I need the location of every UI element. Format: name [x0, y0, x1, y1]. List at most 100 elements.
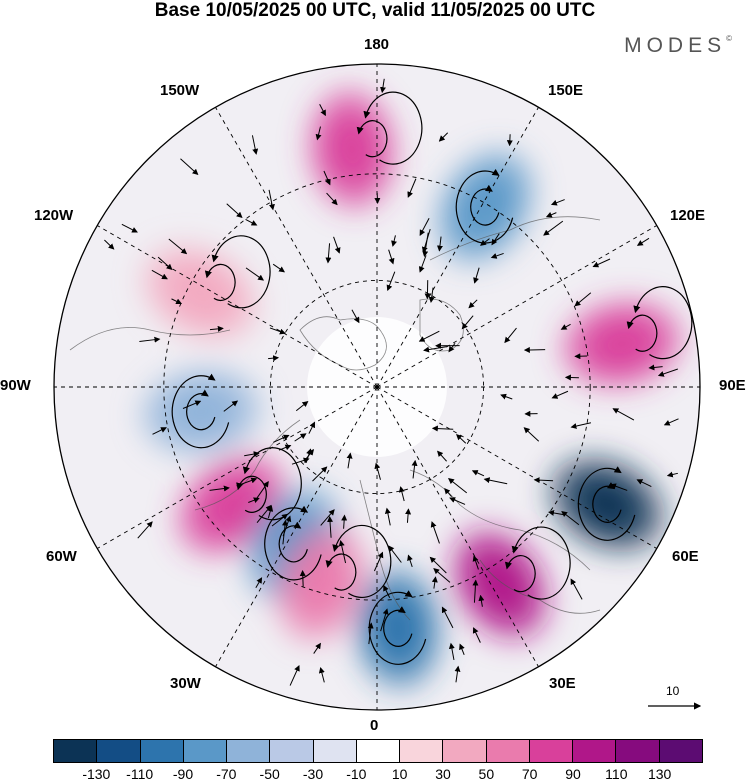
wind-arrow — [168, 238, 188, 255]
wind-arrow — [560, 323, 571, 330]
wind-arrow — [351, 309, 360, 324]
wind-arrow — [407, 554, 413, 568]
wind-arrow — [523, 427, 540, 442]
streamline — [455, 168, 514, 244]
colorbar-swatch — [355, 740, 400, 762]
wind-arrow — [436, 236, 443, 252]
wind-arrow — [383, 584, 391, 599]
streamline — [511, 526, 571, 600]
wind-arrow — [386, 271, 396, 292]
wind-arrow — [384, 507, 391, 526]
wind-arrow — [291, 457, 310, 465]
wind-arrow — [648, 364, 663, 371]
wind-arrow — [268, 189, 275, 211]
vector-scale-value: 10 — [666, 684, 680, 698]
wind-arrow — [431, 576, 438, 589]
lon-label-90w: 90W — [0, 377, 31, 394]
wind-arrow — [320, 509, 335, 526]
colorbar-tick-label: -130 — [82, 766, 111, 782]
streamline — [264, 505, 322, 581]
wind-arrow — [245, 219, 258, 226]
wind-arrow — [636, 479, 652, 488]
streamline — [325, 553, 357, 591]
lon-label-90e: 90E — [719, 377, 746, 394]
colorbar-tick-label: 70 — [521, 766, 538, 782]
wind-arrow — [610, 483, 628, 491]
wind-arrow — [388, 249, 395, 265]
colorbar-tick-label: -90 — [172, 766, 194, 782]
wind-arrow — [491, 233, 500, 246]
colorbar-tick-label: -110 — [126, 766, 154, 782]
map-frame — [53, 63, 701, 711]
wind-arrow — [459, 643, 465, 656]
wind-arrow — [151, 269, 168, 280]
wind-arrow — [325, 243, 332, 264]
wind-arrow — [272, 263, 286, 273]
meridian-line — [376, 386, 539, 667]
colorbar-swatch — [54, 740, 97, 762]
wind-arrow — [418, 330, 440, 342]
colorbar-swatch — [442, 740, 486, 762]
wind-arrow — [550, 199, 565, 206]
colorbar-tick-label: 30 — [435, 766, 451, 782]
wind-arrow — [157, 256, 173, 271]
wind-arrow — [592, 258, 611, 268]
wind-arrow — [380, 608, 389, 632]
wind-arrow — [561, 510, 580, 526]
colorbar-tick-label: -30 — [302, 766, 324, 782]
wind-arrow — [461, 315, 474, 330]
wind-arrow — [251, 135, 259, 155]
lon-label-0: 0 — [370, 717, 379, 734]
wind-arrow — [308, 421, 315, 434]
wind-arrow — [388, 545, 402, 563]
meridian-line — [376, 107, 539, 388]
streamline — [633, 286, 693, 360]
colorbar-tick-label: 130 — [647, 766, 672, 782]
meridian-line — [215, 107, 378, 388]
streamline — [278, 521, 308, 563]
colorbar-swatch — [399, 740, 443, 762]
wind-arrow — [428, 287, 435, 303]
wind-vectors — [104, 78, 693, 686]
wind-arrow — [545, 211, 557, 218]
brand-copyright-mark: © — [726, 34, 732, 43]
wind-arrow — [407, 178, 417, 198]
colorbar-swatch — [269, 740, 313, 762]
wind-arrow — [255, 577, 263, 588]
wind-arrow — [551, 390, 569, 399]
wind-arrow — [299, 569, 306, 587]
wind-arrow — [543, 220, 564, 236]
wind-arrow — [294, 433, 307, 442]
streamline — [356, 120, 388, 158]
wind-arrow — [449, 497, 466, 505]
brand-name: MODES — [624, 34, 727, 57]
wind-arrow — [346, 452, 353, 469]
colorbar-swatch — [528, 740, 573, 762]
wind-arrow — [444, 488, 453, 498]
colorbar-tick-label: 110 — [605, 766, 628, 782]
lon-label-30e: 30E — [549, 675, 576, 692]
wind-arrow — [327, 515, 334, 538]
wind-arrow — [483, 477, 508, 485]
wind-arrow — [245, 267, 265, 281]
lon-label-120w: 120W — [34, 207, 74, 224]
colorbar-swatch — [226, 740, 270, 762]
positive-anomaly — [333, 123, 371, 176]
wind-arrow — [448, 342, 456, 353]
wind-arrow — [313, 642, 321, 654]
wind-arrow — [256, 504, 272, 523]
wind-arrow — [419, 217, 430, 236]
wind-arrow — [139, 336, 161, 343]
wind-arrow — [666, 471, 678, 478]
colorbar-tick-label: -10 — [346, 766, 367, 782]
wind-arrow — [422, 232, 429, 258]
colorbar-tick-label: -70 — [216, 766, 237, 782]
wind-arrow — [152, 427, 167, 435]
wind-arrow — [180, 158, 199, 176]
wind-arrow — [478, 594, 485, 607]
lon-label-120e: 120E — [670, 207, 706, 224]
wind-arrow — [472, 555, 479, 570]
streamline — [592, 482, 622, 523]
streamline — [211, 235, 271, 309]
